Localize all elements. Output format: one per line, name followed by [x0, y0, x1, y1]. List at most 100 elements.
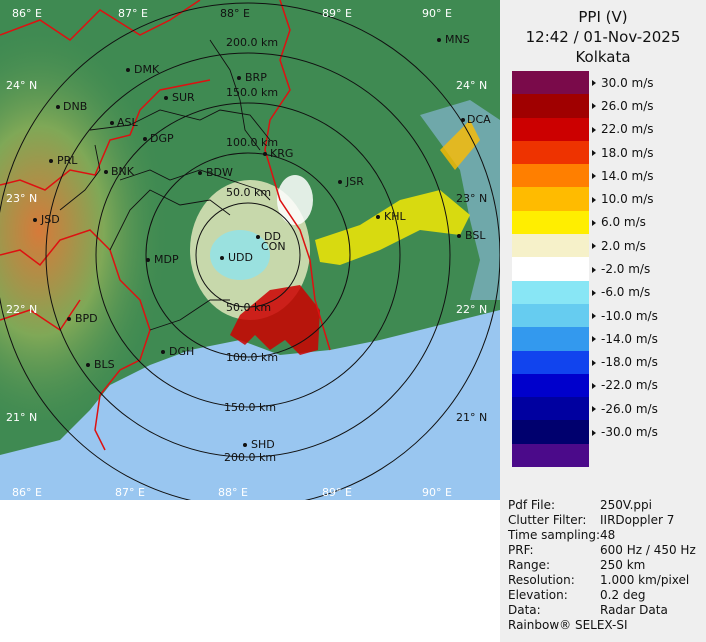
info-key: Time sampling: [508, 528, 601, 542]
colorbar-swatch [512, 373, 589, 398]
colorbar-level-label: 6.0 m/s [592, 215, 646, 229]
info-row: Resolution: 1.000 km/pixel [508, 573, 689, 587]
level-text: -26.0 m/s [601, 401, 658, 416]
ring-label-50: 50.0 km [226, 186, 271, 199]
info-key: Pdf File: [508, 498, 556, 512]
city-markers: MNS DMK BRP DNB SUR DCA ASL DGP KRG PRL … [33, 33, 491, 451]
city-label[interactable]: DMK [134, 63, 160, 76]
tick-icon [592, 219, 596, 226]
city-label[interactable]: DNB [63, 100, 87, 113]
colorbar-level-label: -26.0 m/s [592, 402, 658, 416]
info-key: Clutter Filter: [508, 513, 587, 527]
city-label[interactable]: ASL [117, 116, 139, 129]
station-label: Kolkata [575, 48, 631, 66]
info-key: Resolution: [508, 573, 575, 587]
city-label[interactable]: MDP [154, 253, 179, 266]
graticule-labels-right: 24° N 23° N 22° N 21° N [456, 79, 487, 424]
graticule-labels-top: 86° E 87° E 88° E 89° E 90° E [12, 7, 452, 20]
city-label[interactable]: BRP [245, 71, 267, 84]
level-text: 22.0 m/s [601, 122, 654, 137]
sea-upper-east [420, 100, 500, 300]
city-label[interactable]: BSL [465, 229, 486, 242]
footer-credit: Rainbow® SELEX-SI [508, 618, 628, 632]
ring-label-200: 200.0 km [226, 36, 278, 49]
level-text: -30.0 m/s [601, 425, 658, 440]
ring-label-150-south: 150.0 km [224, 401, 276, 414]
colorbar-level-label: -22.0 m/s [592, 378, 658, 392]
lat-label-left: 21° N [6, 411, 37, 424]
tick-icon [592, 173, 596, 180]
city-label[interactable]: UDD [228, 251, 253, 264]
colorbar-swatch [512, 350, 589, 375]
info-value: 48 [600, 528, 616, 542]
graticule-labels-bottom: 86° E 87° E 88° E 89° E 90° E [12, 486, 452, 499]
datetime-label: 12:42 / 01-Nov-2025 [525, 28, 681, 46]
lat-label-right: 21° N [456, 411, 487, 424]
city-label[interactable]: KRG [270, 147, 293, 160]
level-text: -6.0 m/s [601, 285, 651, 300]
level-text: -22.0 m/s [601, 378, 658, 393]
level-text: -10.0 m/s [601, 308, 658, 323]
info-key: PRF: [508, 543, 534, 557]
lat-label-left: 23° N [6, 192, 37, 205]
colorbar-level-label: 10.0 m/s [592, 192, 654, 206]
level-text: -2.0 m/s [601, 262, 651, 276]
colorbar-level-label: 2.0 m/s [592, 239, 646, 253]
colorbar-level-label: -6.0 m/s [592, 285, 650, 299]
colorbar-level-label: -10.0 m/s [592, 309, 658, 323]
lat-label-left: 24° N [6, 79, 37, 92]
city-label[interactable]: BPD [75, 312, 98, 325]
radar-map[interactable]: 86° E 87° E 88° E 89° E 90° E 86° E 87° … [0, 0, 500, 500]
city-label[interactable]: DGH [169, 345, 194, 358]
colorbar-swatch [512, 397, 589, 421]
radar-echoes [190, 120, 480, 355]
city-label[interactable]: JSR [345, 175, 364, 188]
lat-label-right: 24° N [456, 79, 487, 92]
tick-icon [592, 150, 596, 157]
level-text: 6.0 m/s [601, 215, 646, 230]
tick-icon [592, 196, 596, 203]
info-key: Data: [508, 603, 541, 617]
lon-label-bottom: 88° E [218, 486, 248, 499]
city-label[interactable]: JSD [40, 213, 60, 226]
ring-label-100-south: 100.0 km [226, 351, 278, 364]
colorbar-swatch [512, 164, 589, 188]
level-text: 14.0 m/s [601, 168, 654, 183]
level-text: 26.0 m/s [601, 98, 654, 113]
tick-icon [592, 266, 596, 273]
lon-label-top: 88° E [220, 7, 250, 20]
tick-icon [592, 80, 596, 87]
info-value: 0.2 deg [600, 588, 646, 602]
lon-label-top: 86° E [12, 7, 42, 20]
city-label[interactable]: BNK [111, 165, 135, 178]
city-label[interactable]: SHD [251, 438, 275, 451]
city-label[interactable]: DCA [467, 113, 491, 126]
info-row: PRF: 600 Hz / 450 Hz [508, 543, 696, 557]
lat-label-right: 22° N [456, 303, 487, 316]
city-label[interactable]: DD [264, 230, 281, 243]
city-label[interactable]: CON [261, 240, 286, 253]
city-label[interactable]: DGP [150, 132, 174, 145]
product-title: PPI (V) [578, 8, 628, 26]
city-label[interactable]: KHL [384, 210, 406, 223]
lat-label-left: 22° N [6, 303, 37, 316]
ring-label-100: 100.0 km [226, 136, 278, 149]
city-label[interactable]: PRL [57, 154, 78, 167]
city-label[interactable]: BDW [206, 166, 233, 179]
info-row: Range: 250 km [508, 558, 645, 572]
info-row: Data: Radar Data [508, 603, 668, 617]
colorbar-swatch [512, 117, 589, 142]
tick-icon [592, 243, 596, 250]
colorbar-swatch [512, 234, 589, 258]
colorbar-level-label: 30.0 m/s [592, 76, 654, 90]
colorbar-swatch [512, 327, 589, 352]
city-label[interactable]: BLS [94, 358, 115, 371]
legend-panel: PPI (V) 12:42 / 01-Nov-2025 Kolkata 30.0… [500, 0, 706, 642]
city-label[interactable]: SUR [172, 91, 195, 104]
level-text: 10.0 m/s [601, 192, 654, 207]
info-value: 1.000 km/pixel [600, 573, 690, 587]
city-label[interactable]: MNS [445, 33, 470, 46]
level-text: -14.0 m/s [601, 331, 658, 346]
bay-of-bengal [0, 310, 500, 500]
colorbar-swatch [512, 420, 589, 445]
